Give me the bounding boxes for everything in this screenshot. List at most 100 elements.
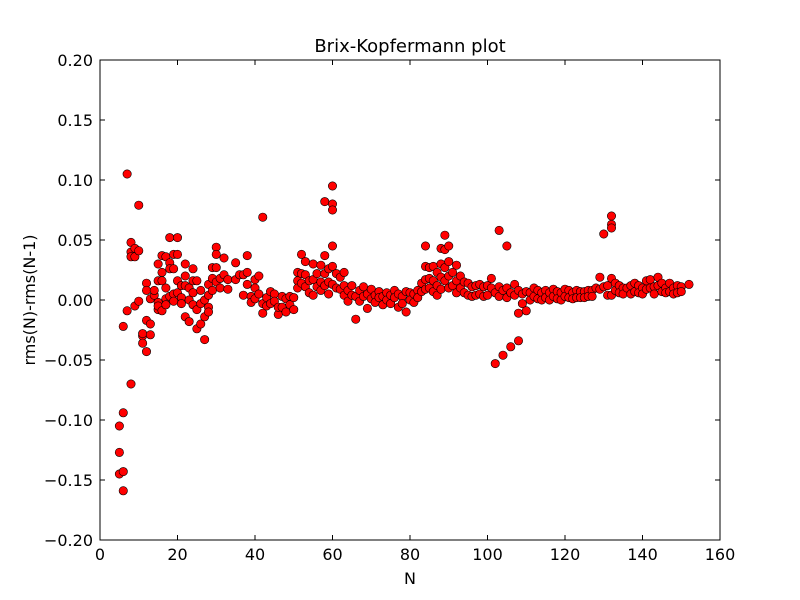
y-axis: −0.20 −0.15 −0.10 −0.05 0.00 0.05 0.10 0.15 0.20 [44, 51, 720, 550]
data-point [401, 307, 411, 317]
data-point [118, 467, 128, 477]
y-tick-label: −0.10 [44, 411, 93, 430]
y-tick-label: −0.20 [44, 531, 93, 550]
data-point [118, 408, 128, 418]
data-point [211, 249, 221, 259]
y-tick-label: 0.05 [57, 231, 93, 250]
data-point [676, 287, 686, 297]
chart-title: Brix-Kopfermann plot [314, 36, 505, 57]
data-point [188, 264, 198, 274]
data-point [397, 299, 407, 309]
data-point [114, 421, 124, 431]
data-point [211, 263, 221, 273]
data-point [258, 212, 268, 222]
data-point [142, 285, 152, 295]
data-point [494, 225, 504, 235]
data-point [180, 259, 190, 269]
data-point [308, 290, 318, 300]
data-point [153, 259, 163, 269]
data-point [157, 276, 167, 286]
data-point [606, 211, 616, 221]
x-tick-label: 0 [95, 545, 105, 564]
data-point [521, 306, 531, 316]
data-point [606, 223, 616, 233]
data-point [254, 271, 264, 281]
data-point [517, 299, 527, 309]
data-point [145, 319, 155, 329]
data-point [242, 279, 252, 289]
data-point [184, 317, 194, 327]
data-point [180, 271, 190, 281]
x-axis-label: N [404, 569, 416, 588]
data-point [258, 308, 268, 318]
data-point [161, 300, 171, 310]
data-point [316, 260, 326, 270]
data-point [498, 350, 508, 360]
y-tick-label: 0.20 [57, 51, 93, 70]
x-tick-label: 140 [627, 545, 658, 564]
data-point [223, 284, 233, 294]
data-point [308, 259, 318, 269]
data-point [595, 272, 605, 282]
data-point [347, 281, 357, 291]
data-point [320, 251, 330, 261]
data-point [451, 260, 461, 270]
x-tick-label: 40 [245, 545, 265, 564]
x-tick-label: 100 [472, 545, 503, 564]
data-point [327, 261, 337, 271]
data-point [169, 296, 179, 306]
data-point [242, 251, 252, 261]
data-point [192, 276, 202, 286]
data-point [289, 293, 299, 303]
data-point [134, 246, 144, 256]
data-point [118, 486, 128, 496]
data-point [327, 241, 337, 251]
data-point [138, 338, 148, 348]
data-point [161, 283, 171, 293]
data-point [436, 284, 446, 294]
data-point [173, 233, 183, 243]
data-point [587, 291, 597, 301]
data-point [513, 308, 523, 318]
x-tick-label: 60 [322, 545, 342, 564]
data-point [145, 330, 155, 340]
data-point [118, 321, 128, 331]
data-point [362, 303, 372, 313]
data-point [420, 241, 430, 251]
data-point [142, 347, 152, 357]
data-point [506, 342, 516, 352]
data-point [324, 289, 334, 299]
data-point [242, 267, 252, 277]
data-point [444, 241, 454, 251]
data-point [134, 296, 144, 306]
data-point [231, 258, 241, 268]
data-point [114, 447, 124, 457]
data-point [169, 264, 179, 274]
data-point [238, 290, 248, 300]
data-point [196, 285, 206, 295]
data-point [196, 319, 206, 329]
data-point [254, 289, 264, 299]
data-point [215, 283, 225, 293]
y-tick-label: −0.05 [44, 351, 93, 370]
data-point [157, 267, 167, 277]
data-point [204, 307, 214, 317]
data-point [599, 229, 609, 239]
x-tick-label: 80 [400, 545, 420, 564]
data-point [138, 329, 148, 339]
data-point [122, 306, 132, 316]
data-point [289, 305, 299, 315]
plot-points [114, 169, 694, 496]
data-point [490, 359, 500, 369]
x-axis: 0 20 40 60 80 100 120 140 160 [95, 60, 735, 564]
data-point [351, 314, 361, 324]
y-tick-label: 0.10 [57, 171, 93, 190]
y-tick-label: −0.15 [44, 471, 93, 490]
y-tick-label: 0.15 [57, 111, 93, 130]
data-point [223, 275, 233, 285]
data-point [448, 267, 458, 277]
data-point [207, 285, 217, 295]
y-axis-label: rms(N)-rms(N-1) [20, 234, 39, 365]
data-point [486, 273, 496, 283]
